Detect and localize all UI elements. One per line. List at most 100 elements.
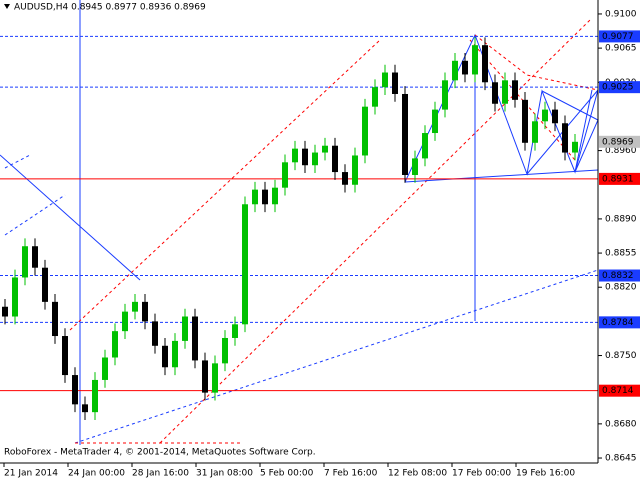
trend-line: [0, 154, 141, 281]
candle-body: [232, 324, 238, 338]
level-tag: [599, 30, 640, 43]
candles: [2, 37, 578, 420]
level-tag: [599, 316, 640, 329]
candle-body: [92, 379, 98, 413]
candle-body: [372, 87, 378, 107]
candle-body: [532, 121, 538, 143]
candle-body: [282, 162, 288, 188]
candle-body: [122, 311, 128, 332]
candle-body: [492, 82, 498, 104]
triangle-line: [404, 169, 599, 183]
y-tick-label: 0.8645: [605, 454, 637, 464]
candle-body: [272, 187, 278, 205]
candle-body: [252, 189, 258, 205]
candle-body: [22, 246, 28, 278]
level-tag: [599, 172, 640, 185]
candle-body: [322, 145, 328, 153]
candle-body: [382, 72, 388, 88]
x-tick-label: 7 Feb 16:00: [324, 469, 378, 479]
y-tick-label: 0.8820: [605, 283, 637, 293]
candle-body: [572, 141, 578, 153]
x-tick-label: 21 Jan 2014: [4, 469, 58, 479]
level-label: 0.8969: [602, 137, 634, 147]
candle-body: [392, 72, 398, 94]
triangle-line: [526, 89, 599, 175]
candle-body: [202, 360, 208, 393]
candle-body: [82, 404, 88, 413]
level-label: 0.8784: [602, 318, 634, 328]
candle-body: [182, 316, 188, 341]
level-label: 0.9077: [602, 32, 634, 42]
candle-body: [32, 246, 38, 268]
chart-title: AUDUSD,H4 0.8945 0.8977 0.8936 0.8969: [14, 3, 206, 13]
candle-body: [172, 340, 178, 368]
channel-line: [474, 34, 599, 91]
level-tag: [599, 384, 640, 397]
candle-body: [62, 336, 68, 376]
levels: [0, 35, 598, 392]
candle-body: [522, 99, 528, 143]
candle-body: [332, 145, 338, 173]
candle-body: [462, 60, 468, 75]
level-tag: [599, 81, 640, 94]
candle-body: [442, 80, 448, 110]
candle-body: [162, 345, 168, 368]
candle-body: [362, 106, 368, 156]
candle-body: [2, 306, 8, 317]
x-tick-label: 24 Jan 00:00: [68, 469, 125, 479]
candle-body: [292, 148, 298, 163]
support-line: [74, 269, 599, 444]
candle-body: [112, 331, 118, 358]
candle-body: [152, 321, 158, 346]
channel-line: [159, 19, 591, 444]
level-label: 0.9025: [602, 83, 634, 93]
candle-body: [302, 148, 308, 166]
candle-body: [132, 301, 138, 312]
candle-body: [542, 109, 548, 122]
candle-body: [212, 363, 218, 393]
y-tick-label: 0.8960: [605, 146, 637, 156]
candle-body: [402, 93, 408, 175]
candle-body: [192, 316, 198, 361]
y-tick-label: 0.8890: [605, 214, 637, 224]
candle-body: [472, 45, 478, 75]
y-tick-label: 0.9065: [605, 44, 637, 54]
candle-body: [422, 133, 428, 159]
candle-body: [222, 337, 228, 364]
y-tick-label: 0.8855: [605, 249, 637, 259]
candle-body: [312, 152, 318, 166]
analysis-lines: [0, 0, 599, 445]
candle-body: [552, 109, 558, 124]
level-label: 0.8714: [602, 386, 634, 396]
candle-body: [72, 375, 78, 405]
candle-body: [52, 301, 58, 337]
candle-body: [142, 301, 148, 322]
x-tick-label: 31 Jan 08:00: [196, 469, 253, 479]
candle-body: [42, 267, 48, 302]
channel-line: [69, 39, 381, 331]
candle-body: [102, 357, 108, 380]
candle-body: [12, 277, 18, 317]
candle-body: [262, 189, 268, 205]
x-tick-label: 12 Feb 08:00: [388, 469, 447, 479]
candle-body: [342, 172, 348, 185]
y-tick-label: 0.8750: [605, 351, 637, 361]
dropdown-icon: [4, 4, 10, 9]
trend-line: [4, 194, 66, 236]
candle-body: [512, 80, 518, 100]
level-tag: [599, 269, 640, 282]
candle-body: [452, 60, 458, 81]
candle-body: [482, 45, 488, 83]
axis-labels: 0.91000.90650.90300.89600.88900.88550.88…: [3, 9, 640, 479]
y-tick-label: 0.8680: [605, 419, 637, 429]
candle-body: [242, 204, 248, 325]
level-label: 0.8832: [602, 271, 634, 281]
level-label: 0.8931: [602, 174, 634, 184]
footer: RoboForex - MetaTrader 4, © 2001-2014, M…: [4, 448, 316, 458]
candle-body: [432, 109, 438, 134]
candle-body: [412, 158, 418, 175]
x-tick-label: 5 Feb 00:00: [260, 469, 314, 479]
x-tick-label: 19 Feb 16:00: [516, 469, 575, 479]
